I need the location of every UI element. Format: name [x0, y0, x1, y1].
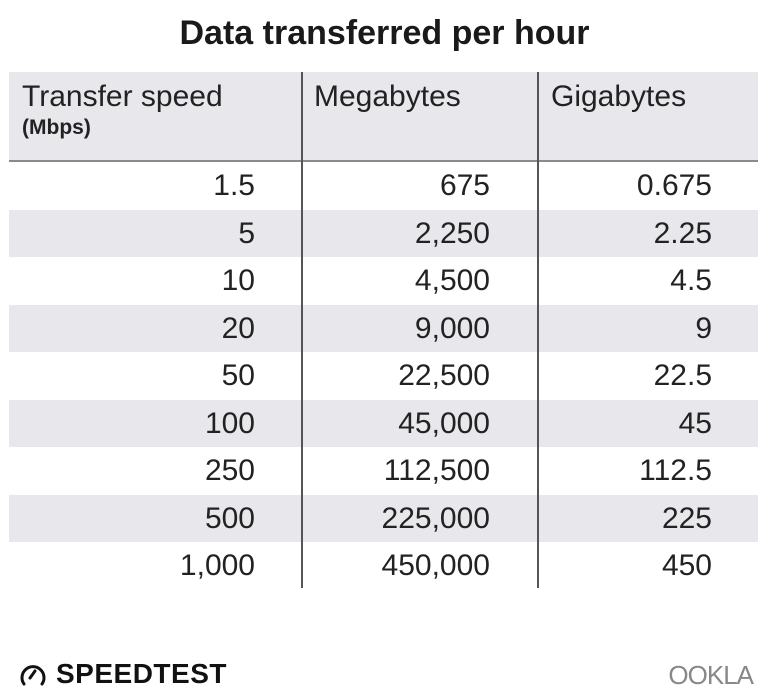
table-row: 5 2,250 2.25 [9, 209, 758, 257]
table-cell: 5 [238, 216, 255, 250]
table-header: Transfer speed (Mbps) Megabytes Gigabytes [9, 72, 758, 162]
table-cell: 4,500 [414, 264, 490, 297]
column-divider [301, 72, 303, 588]
chart-title: Data transferred per hour [179, 14, 590, 52]
table-cell: 100 [204, 406, 255, 440]
table-row: 50 22,500 22.5 [9, 352, 758, 400]
table-row: 10 4,500 4.5 [9, 257, 758, 305]
table-cell: 10 [221, 264, 255, 297]
table-cell: 225,000 [381, 501, 490, 535]
table-cell: 112.5 [639, 454, 712, 487]
speedometer-icon [20, 665, 46, 686]
table-cell: 20 [221, 311, 255, 345]
table-cell: 112,500 [383, 454, 490, 487]
table-row: 20 9,000 9 [9, 304, 758, 352]
table-cell: 22,500 [398, 359, 490, 392]
table-cell: 4.5 [670, 264, 712, 297]
table-cell: 9,000 [414, 311, 490, 345]
table-cell: 225 [661, 501, 712, 535]
table-cell: 675 [439, 169, 490, 202]
speedtest-wordmark: SPEEDTEST [56, 658, 227, 689]
column-divider [537, 72, 539, 588]
table-cell: 45 [678, 406, 712, 440]
header-label: Transfer speed [22, 80, 223, 113]
header-unit: (Mbps) [22, 116, 91, 139]
table-cell: 50 [221, 359, 255, 392]
header-megabytes: Megabytes [314, 80, 461, 113]
table-cell: 250 [204, 454, 255, 487]
table-cell: 45,000 [398, 406, 490, 440]
table-row: 1.5 675 0.675 [9, 162, 758, 210]
speedtest-logo: SPEEDTEST [18, 658, 227, 690]
table-cell: 22.5 [653, 359, 712, 392]
header-gigabytes: Gigabytes [551, 80, 687, 113]
data-table: Transfer speed (Mbps) Megabytes Gigabytes… [9, 72, 758, 590]
table-cell: 9 [695, 311, 712, 345]
table-cell: 2.25 [653, 216, 712, 250]
header-transfer-speed: Transfer speed (Mbps) [22, 80, 223, 140]
table-row: 100 45,000 45 [9, 399, 758, 447]
table-row: 1,000 450,000 450 [9, 542, 758, 590]
ookla-logo: OOKLA [668, 660, 754, 690]
table-cell: 500 [204, 501, 255, 535]
table-cell: 1.5 [213, 169, 255, 202]
table-cell: 0.675 [636, 169, 712, 202]
table-cell: 450 [661, 549, 712, 582]
table-cell: 1,000 [179, 549, 255, 582]
table-row: 500 225,000 225 [9, 494, 758, 542]
table-cell: 2,250 [414, 216, 490, 250]
table-cell: 450,000 [381, 549, 490, 582]
table-row: 250 112,500 112.5 [9, 447, 758, 495]
